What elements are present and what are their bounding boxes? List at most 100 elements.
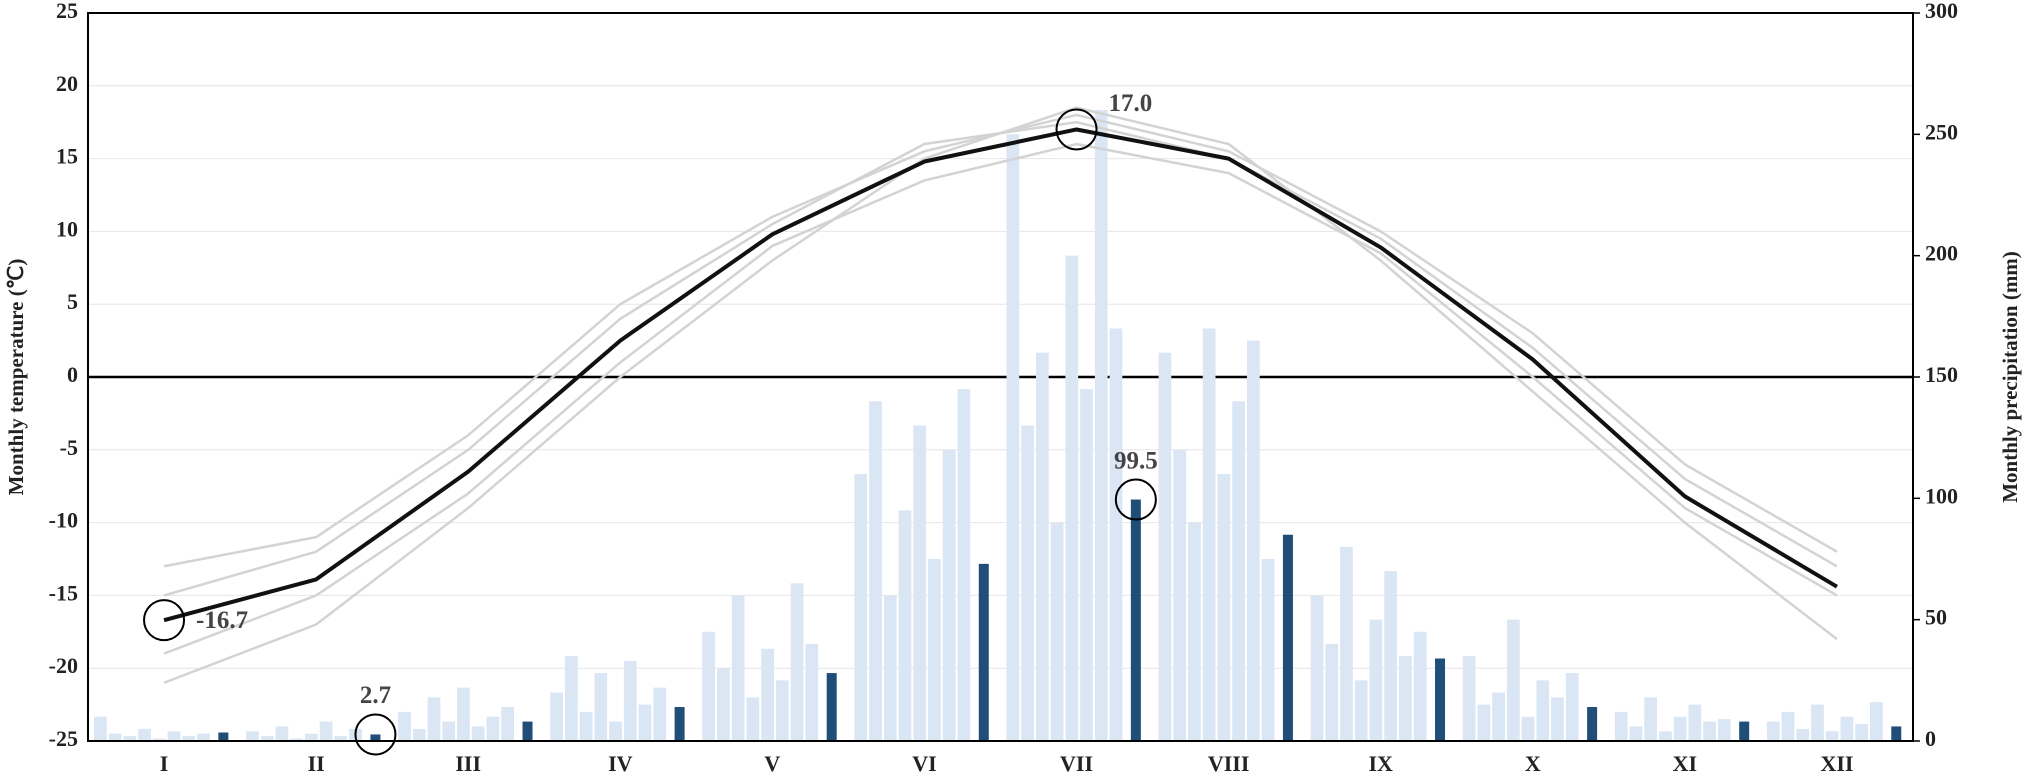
bar — [427, 697, 441, 741]
bar — [1080, 389, 1093, 741]
bar — [1399, 656, 1412, 741]
bar — [1188, 522, 1201, 741]
bar — [1050, 522, 1064, 741]
bar — [1384, 571, 1398, 741]
bar — [197, 733, 210, 741]
y-tick-label: 10 — [56, 216, 78, 241]
bar — [457, 687, 470, 741]
bar — [775, 680, 789, 741]
bar — [1354, 680, 1368, 741]
bar — [898, 510, 912, 741]
bar — [1565, 673, 1579, 741]
annotation-circle — [1114, 478, 1157, 521]
y-tick-label: 20 — [56, 71, 78, 96]
bar — [138, 728, 151, 741]
bar — [550, 692, 563, 741]
bar — [1855, 724, 1869, 741]
bar — [290, 738, 303, 741]
bar — [1688, 704, 1702, 741]
y2-tick-label: 300 — [1925, 0, 1958, 23]
line — [163, 120, 1838, 597]
x-tick-label: XII — [1820, 751, 1853, 776]
line — [163, 142, 1838, 655]
annotation-circle — [143, 599, 186, 642]
y2-axis-title: Monthly precipitation (mm) — [1998, 251, 2022, 503]
bar — [319, 721, 333, 741]
bar — [702, 631, 716, 741]
bar — [246, 731, 259, 741]
bar — [1614, 711, 1628, 741]
bar — [1659, 731, 1672, 741]
bar — [1796, 728, 1810, 741]
bar — [1340, 546, 1353, 741]
bar — [883, 595, 897, 741]
x-tick-label: VII — [1060, 751, 1093, 776]
bar — [1006, 134, 1020, 742]
bar — [854, 474, 868, 741]
line — [163, 113, 1838, 568]
bar — [957, 389, 971, 741]
bar — [123, 736, 137, 741]
bar — [1065, 255, 1079, 741]
y2-tick-label: 100 — [1925, 483, 1958, 508]
bar — [1644, 697, 1658, 741]
bar — [442, 721, 456, 741]
bar — [564, 656, 578, 741]
bar — [1477, 704, 1491, 741]
bar — [731, 595, 745, 741]
bar — [1781, 711, 1795, 741]
bar — [1435, 658, 1446, 741]
x-tick-label: VIII — [1208, 751, 1250, 776]
bar — [275, 726, 289, 741]
bar — [1492, 692, 1505, 741]
bar — [913, 425, 927, 741]
bar — [1173, 449, 1187, 741]
y-tick-label: -15 — [49, 580, 78, 605]
bar — [1246, 340, 1260, 741]
plot-frame — [87, 12, 1914, 742]
bar — [1202, 328, 1216, 741]
bar — [1094, 110, 1108, 742]
x-tick-label: X — [1525, 751, 1541, 776]
bar — [609, 721, 622, 741]
bar — [1673, 716, 1687, 741]
bar — [471, 726, 485, 741]
bar — [1629, 726, 1643, 741]
y2-tick-label: 150 — [1925, 362, 1958, 387]
bar — [717, 668, 730, 741]
bar — [1521, 716, 1535, 741]
bar — [1369, 619, 1383, 741]
bar — [579, 711, 593, 741]
bar — [1158, 352, 1172, 741]
bar — [1825, 731, 1839, 741]
bar — [370, 734, 381, 741]
line — [163, 127, 1838, 623]
y2-tick-label: 0 — [1925, 726, 1936, 751]
bar — [869, 401, 882, 741]
x-tick-label: I — [160, 751, 169, 776]
bar — [305, 733, 318, 741]
data-label: -16.7 — [196, 607, 248, 634]
bar — [805, 643, 819, 741]
bar — [1840, 716, 1854, 741]
x-tick-label: XI — [1673, 751, 1697, 776]
y-tick-label: 15 — [56, 144, 78, 169]
bar — [1739, 721, 1750, 741]
bar — [1587, 707, 1598, 741]
x-tick-label: IX — [1368, 751, 1393, 776]
bar — [412, 728, 426, 741]
bar — [522, 721, 533, 741]
bar — [790, 583, 804, 741]
bar — [826, 673, 837, 741]
bar — [1811, 704, 1824, 741]
bar — [1310, 595, 1324, 741]
y2-tick-label: 200 — [1925, 241, 1958, 266]
y2-tick-label: 50 — [1925, 605, 1947, 630]
data-label: 99.5 — [1114, 447, 1158, 474]
bar — [152, 738, 166, 741]
bar — [486, 716, 500, 741]
bar — [108, 733, 122, 741]
bar — [1891, 726, 1902, 741]
data-label: 2.7 — [360, 682, 391, 709]
